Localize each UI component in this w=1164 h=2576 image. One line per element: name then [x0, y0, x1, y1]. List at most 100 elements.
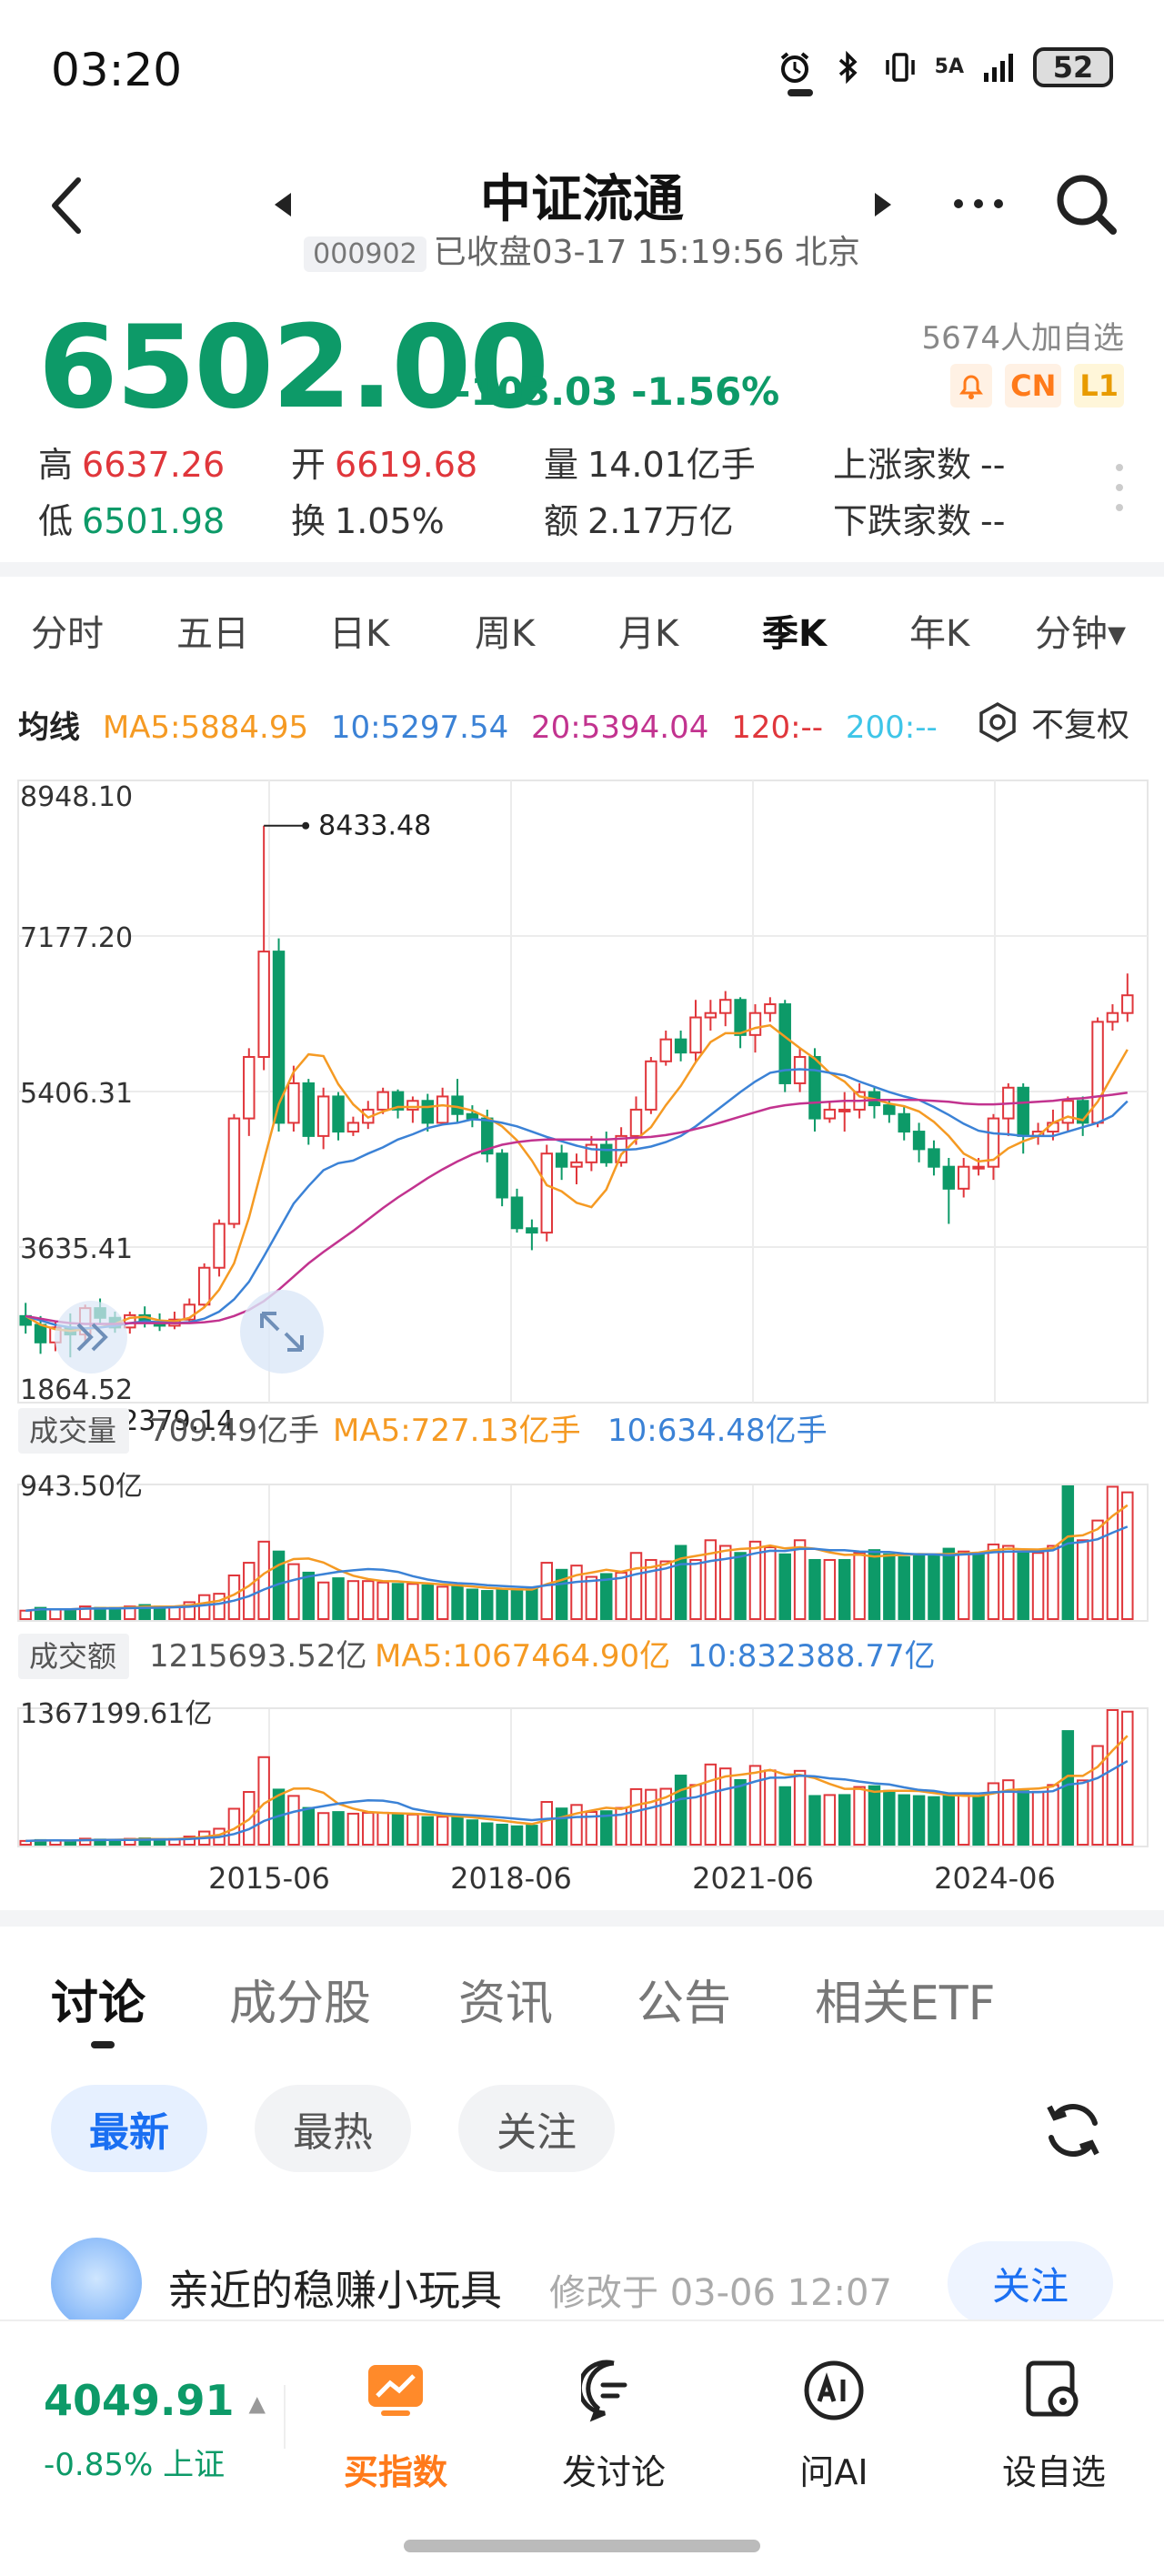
- amount-bar: [287, 1795, 300, 1846]
- nav-ask-ai[interactable]: 问AI: [757, 2358, 911, 2494]
- candle-body: [987, 1117, 1000, 1168]
- candle-body: [436, 1095, 449, 1124]
- candle-body: [496, 1152, 508, 1199]
- amount-ma10-line: [25, 1760, 1129, 1843]
- volume-bar: [748, 1540, 762, 1621]
- volume-bar: [362, 1580, 375, 1621]
- follow-button[interactable]: 关注: [948, 2241, 1113, 2325]
- content-tab[interactable]: 相关ETF: [815, 1977, 996, 2031]
- nav-post-discussion[interactable]: 发讨论: [537, 2358, 691, 2494]
- volume-bar: [704, 1539, 717, 1620]
- amount-ma5-line: [25, 1735, 1129, 1843]
- volume-bar: [421, 1584, 434, 1620]
- amount-bar: [600, 1810, 613, 1846]
- search-icon[interactable]: [1053, 171, 1119, 236]
- quote-stat-label: 高: [38, 445, 74, 485]
- prev-index-icon[interactable]: [273, 191, 295, 218]
- sh-index-value[interactable]: 4049.91 ▲: [44, 2376, 266, 2425]
- candle-body: [510, 1196, 524, 1230]
- period-tab[interactable]: 年K: [909, 613, 970, 655]
- more-stats-icon[interactable]: [1115, 462, 1124, 513]
- volume-ma10-line: [25, 1525, 1129, 1612]
- candle-body: [316, 1095, 330, 1137]
- content-tab[interactable]: 资讯: [458, 1977, 554, 2031]
- volume-bar: [942, 1547, 956, 1620]
- period-tab[interactable]: 季K: [762, 613, 827, 655]
- amount-bar: [526, 1825, 538, 1846]
- amount-bar: [1091, 1745, 1104, 1846]
- candle-body: [555, 1152, 568, 1168]
- nav-set-watchlist[interactable]: 设自选: [977, 2358, 1131, 2494]
- amount-bar: [778, 1786, 791, 1846]
- volume-bar: [257, 1540, 270, 1621]
- content-tab[interactable]: 讨论: [51, 1977, 146, 2031]
- volume-bar: [1061, 1485, 1075, 1620]
- network-label: 5A: [934, 55, 964, 78]
- home-indicator[interactable]: [404, 2540, 760, 2552]
- amount-bar: [838, 1794, 851, 1846]
- more-icon[interactable]: [951, 176, 1006, 231]
- amount-bar: [1047, 1784, 1059, 1846]
- market-status-text: 已收盘03-17 15:19:56 北京: [433, 234, 860, 271]
- sh-index-change[interactable]: -0.85% 上证: [44, 2447, 226, 2483]
- filter-chip[interactable]: 最热: [255, 2085, 411, 2172]
- volume-bar: [496, 1588, 508, 1621]
- period-tab[interactable]: 分钟▾: [1035, 613, 1127, 655]
- ai-icon: [804, 2360, 864, 2420]
- post-username[interactable]: 亲近的稳赚小玩具: [167, 2266, 502, 2315]
- period-tab[interactable]: 五日: [176, 613, 249, 655]
- amount-bar: [823, 1794, 837, 1846]
- candle-body: [659, 1038, 672, 1062]
- quote-stat-value: 6501.98: [82, 501, 226, 541]
- candle-body: [197, 1266, 211, 1306]
- volume-bar: [526, 1586, 538, 1620]
- y-tick-label: 3635.41: [20, 1233, 133, 1265]
- back-button[interactable]: [40, 169, 95, 242]
- expand-chart-button[interactable]: [240, 1290, 324, 1374]
- volume-bar: [213, 1593, 226, 1620]
- amount-bar: [391, 1814, 405, 1846]
- filter-chip[interactable]: 关注: [458, 2085, 615, 2172]
- candle-body: [376, 1091, 389, 1111]
- refresh-icon[interactable]: [1039, 2096, 1108, 2165]
- amount-bar: [1031, 1790, 1045, 1846]
- quote-stat-value: --: [980, 445, 1006, 485]
- adjust-label: 不复权: [1030, 707, 1129, 744]
- y-tick-label: 1864.52: [20, 1374, 133, 1406]
- candle-body: [734, 999, 747, 1036]
- volume-bar: [808, 1558, 821, 1621]
- adjust-toggle[interactable]: 不复权: [977, 699, 1129, 746]
- content-tab[interactable]: 公告: [637, 1977, 732, 2031]
- amount-bar: [451, 1816, 464, 1846]
- next-index-icon[interactable]: [871, 191, 893, 218]
- ma5-value: MA5:5884.95: [102, 709, 309, 746]
- amount-bar: [585, 1811, 598, 1846]
- header: 中证流通 000902 已收盘03-17 15:19:56 北京: [0, 136, 1164, 282]
- period-tab[interactable]: 日K: [329, 613, 390, 655]
- volume-bar: [510, 1588, 524, 1621]
- volume-bar: [346, 1580, 360, 1621]
- volume-bar: [555, 1568, 568, 1620]
- triangle-icon: ▲: [248, 2390, 266, 2417]
- volume-bar: [1017, 1550, 1029, 1620]
- amount-bar: [808, 1795, 821, 1846]
- content-tab[interactable]: 成分股: [229, 1977, 372, 2031]
- period-tab[interactable]: 周K: [475, 613, 536, 655]
- amount-bars: [19, 1709, 1134, 1846]
- period-tab[interactable]: 月K: [618, 613, 679, 655]
- candle-body: [272, 951, 286, 1124]
- filter-chip[interactable]: 最新: [51, 2085, 207, 2172]
- volume-bar: [34, 1606, 47, 1621]
- candle-body: [1061, 1100, 1075, 1124]
- scroll-left-button[interactable]: [55, 1301, 127, 1374]
- kline-chart[interactable]: 8948.10 7177.20 5406.31 3635.41 1864.52 8433…: [0, 751, 1164, 1910]
- hexagon-settings-icon: [979, 701, 1016, 743]
- avatar[interactable]: [51, 2238, 142, 2329]
- x-tick-label: 2018-06: [450, 1861, 572, 1896]
- volume-bars: [19, 1485, 1134, 1621]
- period-tab[interactable]: 分时: [31, 613, 104, 655]
- alert-bell-icon[interactable]: [950, 364, 993, 408]
- volume-bar: [436, 1585, 449, 1621]
- nav-buy-index[interactable]: 买指数: [318, 2358, 473, 2494]
- amount-bar: [734, 1778, 747, 1846]
